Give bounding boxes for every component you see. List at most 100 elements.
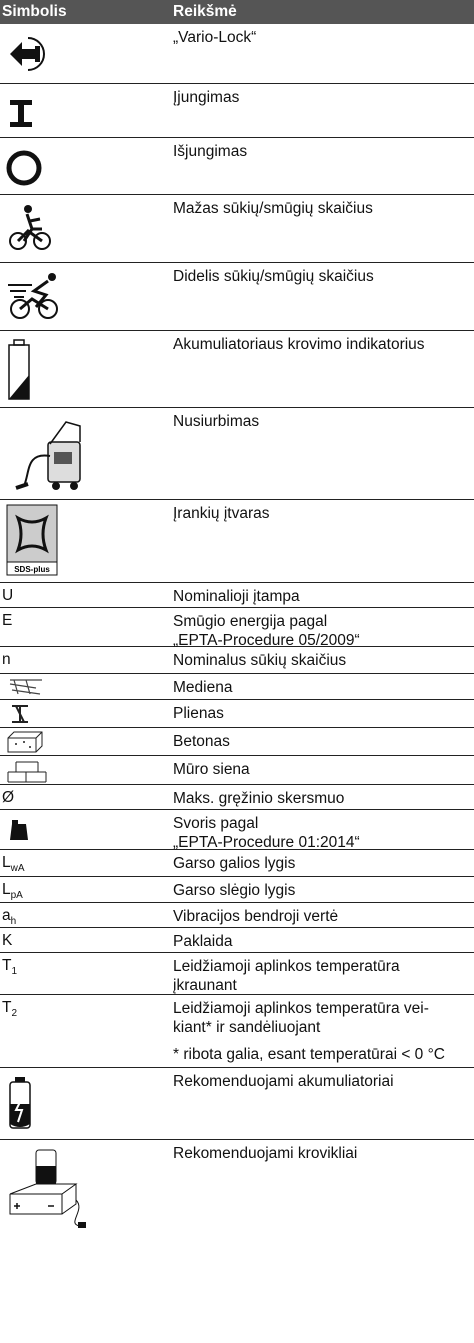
meaning: Plienas bbox=[173, 705, 224, 722]
meaning-line: Leidžiamoji aplinkos temperatūra vei- bbox=[173, 1000, 429, 1017]
table-row: Akumuliatoriaus krovimo indikatorius bbox=[0, 331, 474, 408]
table-row: Mūro siena bbox=[0, 756, 474, 785]
symbol-subscript: h bbox=[10, 916, 17, 928]
table-row: K Paklaida bbox=[0, 928, 474, 953]
symbol-text: T bbox=[2, 999, 12, 1016]
meaning-line: Smūgio energija pagal bbox=[173, 613, 328, 630]
table-row: „Vario-Lock“ bbox=[0, 24, 474, 84]
table-header: Simbolis Reikšmė bbox=[0, 0, 474, 24]
meaning-line: „EPTA-Procedure 01:2014“ bbox=[173, 834, 360, 851]
table-row: Ø Maks. gręžinio skersmuo bbox=[0, 785, 474, 810]
meaning: Nusiurbimas bbox=[173, 413, 260, 430]
table-row: T1 Leidžiamoji aplinkos temperatūra įkraun… bbox=[0, 953, 474, 995]
table-row: T2 Leidžiamoji aplinkos temperatūra vei-k… bbox=[0, 995, 474, 1068]
symbol-icon bbox=[9, 205, 51, 250]
symbol-subscript: 2 bbox=[11, 1008, 18, 1020]
symbol-subscript: wA bbox=[10, 863, 25, 875]
table-row: Rekomenduojami akumuliatoriai bbox=[0, 1068, 474, 1140]
symbol: T2 bbox=[2, 999, 17, 1019]
meaning: Įjungimas bbox=[173, 89, 240, 106]
meaning: Maks. gręžinio skersmuo bbox=[173, 790, 345, 807]
symbol-icon bbox=[15, 421, 81, 490]
table-row: Įjungimas bbox=[0, 84, 474, 138]
meaning: Svoris pagal „EPTA-Procedure 01:2014“ bbox=[173, 814, 360, 852]
meaning: Išjungimas bbox=[173, 143, 248, 160]
table-row: Betonas bbox=[0, 728, 474, 756]
symbol-icon bbox=[10, 100, 32, 127]
symbol-text: T bbox=[2, 957, 12, 974]
meaning: Garso slėgio lygis bbox=[173, 882, 296, 899]
table-row: U Nominalioji įtampa bbox=[0, 583, 474, 608]
meaning: Nominalus sūkių skaičius bbox=[173, 652, 347, 669]
symbol-icon bbox=[8, 273, 58, 319]
meaning: Nominalioji įtampa bbox=[173, 588, 300, 605]
meaning: Mažas sūkių/smūgių skaičius bbox=[173, 200, 373, 217]
icon-label: SDS-plus bbox=[14, 565, 50, 574]
table-row: Plienas bbox=[0, 700, 474, 728]
table-row: Išjungimas bbox=[0, 138, 474, 195]
symbol-icon bbox=[8, 339, 30, 400]
meaning-line: įkraunant bbox=[173, 977, 237, 994]
note: * ribota galia, esant temperatūrai < 0 °… bbox=[173, 1046, 445, 1063]
meaning: Leidžiamoji aplinkos temperatūra vei-kia… bbox=[173, 999, 445, 1064]
symbol: LwA bbox=[2, 854, 25, 874]
table-row: Mediena bbox=[0, 674, 474, 700]
meaning: „Vario-Lock“ bbox=[173, 29, 257, 46]
meaning-line: kiant* ir sandėliuojant bbox=[173, 1019, 321, 1036]
table-row: Mažas sūkių/smūgių skaičius bbox=[0, 195, 474, 263]
symbol: ah bbox=[2, 907, 16, 927]
meaning-line: Svoris pagal bbox=[173, 815, 259, 832]
symbol: T1 bbox=[2, 957, 17, 977]
symbol-icon bbox=[10, 820, 28, 840]
symbol-text: a bbox=[2, 907, 11, 924]
symbol-icon bbox=[10, 37, 45, 71]
symbol: Ø bbox=[2, 789, 14, 807]
symbol: LpA bbox=[2, 881, 23, 901]
table-row: SDS-plus Įrankių įtvaras bbox=[0, 500, 474, 583]
meaning-line: „EPTA-Procedure 05/2009“ bbox=[173, 632, 360, 649]
symbol-text: U bbox=[2, 587, 14, 604]
symbol-icon: SDS-plus bbox=[6, 504, 58, 576]
meaning: Mediena bbox=[173, 679, 233, 696]
symbol-text: L bbox=[2, 854, 11, 871]
table-row: E Smūgio energija pagal „EPTA-Procedure 05… bbox=[0, 608, 474, 650]
table-row: Rekomenduojami krovikliai bbox=[0, 1140, 474, 1343]
table-row: ah Vibracijos bendroji vertė bbox=[0, 903, 474, 928]
symbol-icon bbox=[9, 679, 42, 695]
symbol-icon bbox=[9, 1077, 31, 1129]
meaning: Vibracijos bendroji vertė bbox=[173, 908, 339, 925]
symbol-subscript: pA bbox=[10, 890, 23, 902]
meaning: Rekomenduojami akumuliatoriai bbox=[173, 1073, 394, 1090]
symbol-text: K bbox=[2, 932, 13, 949]
symbol-icon bbox=[9, 1149, 86, 1228]
meaning: Paklaida bbox=[173, 933, 233, 950]
header-cell: Reikšmė bbox=[173, 3, 237, 20]
header-cell: Simbolis bbox=[2, 3, 67, 20]
meaning: Įrankių įtvaras bbox=[173, 505, 270, 522]
meaning: Rekomenduojami krovikliai bbox=[173, 1145, 358, 1162]
symbol: K bbox=[2, 932, 12, 950]
meaning: Leidžiamoji aplinkos temperatūra įkraunan… bbox=[173, 957, 400, 995]
symbol-icon bbox=[7, 731, 43, 753]
table-row: Svoris pagal „EPTA-Procedure 01:2014“ bbox=[0, 810, 474, 852]
symbol-subscript: 1 bbox=[11, 966, 18, 978]
meaning-line: Leidžiamoji aplinkos temperatūra bbox=[173, 958, 400, 975]
table-row: LwA Garso galios lygis bbox=[0, 850, 474, 877]
table-row: Didelis sūkių/smūgių skaičius bbox=[0, 263, 474, 331]
meaning: Mūro siena bbox=[173, 761, 250, 778]
table-row: n Nominalus sūkių skaičius bbox=[0, 647, 474, 674]
meaning: Garso galios lygis bbox=[173, 855, 296, 872]
table-row: LpA Garso slėgio lygis bbox=[0, 877, 474, 903]
meaning: Akumuliatoriaus krovimo indikatorius bbox=[173, 336, 425, 353]
symbol-text: E bbox=[2, 612, 13, 629]
meaning: Betonas bbox=[173, 733, 230, 750]
symbol-text: L bbox=[2, 881, 11, 898]
symbol: E bbox=[2, 612, 12, 630]
symbol-text: Ø bbox=[2, 789, 15, 806]
meaning: Smūgio energija pagal „EPTA-Procedure 05/… bbox=[173, 612, 360, 650]
symbol-icon bbox=[12, 705, 28, 723]
symbol-icon bbox=[6, 150, 42, 186]
symbol: U bbox=[2, 587, 13, 605]
symbol: n bbox=[2, 651, 11, 669]
